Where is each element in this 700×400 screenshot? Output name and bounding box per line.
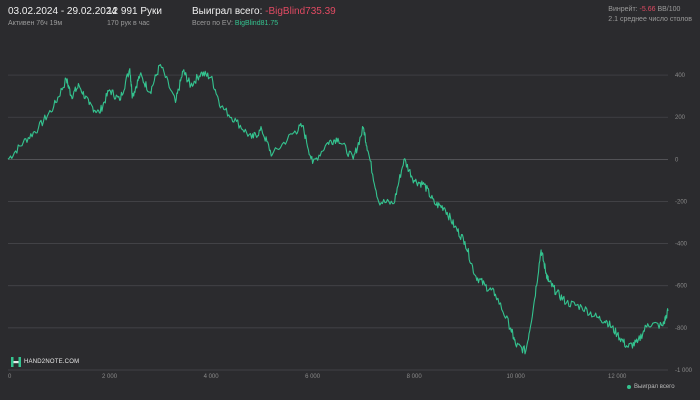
hand2note-logo-icon (11, 357, 21, 367)
series-line-won-total (7, 63, 669, 355)
x-tick-label: 0 (8, 374, 12, 380)
winrate-unit: BB/100 (657, 6, 681, 13)
date-range-block: 03.02.2024 - 29.02.2024 Активен 76ч 19м (8, 6, 117, 27)
winnings-block: Выиграл всего: -BigBlind735.39 Всего по … (192, 6, 336, 27)
active-time: Активен 76ч 19м (8, 20, 63, 27)
hands-count: 12 991 Руки (107, 6, 162, 17)
hands-per-hour: 170 рук в час (107, 20, 150, 27)
legend-swatch (627, 385, 631, 389)
y-tick-label: -800 (675, 326, 688, 332)
x-tick-label: 4 000 (204, 374, 220, 380)
winrate-block: Винрейт: -5.66 BB/100 2.1 среднее число … (608, 6, 692, 26)
date-range[interactable]: 03.02.2024 - 29.02.2024 (8, 6, 117, 17)
chart-legend[interactable]: Выиграл всего (627, 384, 675, 390)
header-bar: 03.02.2024 - 29.02.2024 Активен 76ч 19м … (0, 0, 700, 34)
ev-total-label: Всего по EV: (192, 20, 233, 27)
x-tick-label: 12 000 (608, 374, 627, 380)
ev-total-value: BigBlind81.75 (234, 20, 279, 27)
hand2note-logo: HAND2NOTE.COM (11, 357, 79, 367)
y-tick-label: -200 (675, 199, 688, 205)
won-total-value: -BigBlind735.39 (265, 6, 336, 17)
logo-text: HAND2NOTE.COM (24, 359, 80, 365)
winrate-value: -5.66 (639, 6, 656, 13)
winrate: Винрейт: -5.66 BB/100 (608, 6, 692, 13)
hands-block: 12 991 Руки 170 рук в час (107, 6, 162, 27)
winrate-label: Винрейт: (608, 6, 638, 13)
y-tick-label: 200 (675, 115, 686, 121)
won-total-label: Выиграл всего: (192, 6, 263, 17)
x-tick-label: 6 000 (305, 374, 321, 380)
y-tick-label: 0 (675, 157, 679, 163)
x-tick-label: 2 000 (102, 374, 118, 380)
x-tick-label: 8 000 (407, 374, 423, 380)
legend-label: Выиграл всего (634, 384, 675, 390)
won-total: Выиграл всего: -BigBlind735.39 (192, 6, 336, 17)
y-tick-label: -600 (675, 284, 688, 290)
ev-total: Всего по EV: BigBlind81.75 (192, 20, 336, 27)
y-tick-label: -400 (675, 242, 688, 248)
y-tick-label: -1 000 (675, 368, 693, 374)
x-tick-label: 10 000 (507, 374, 526, 380)
y-tick-label: 400 (675, 73, 686, 79)
avg-tables: 2.1 среднее число столов (608, 16, 692, 23)
